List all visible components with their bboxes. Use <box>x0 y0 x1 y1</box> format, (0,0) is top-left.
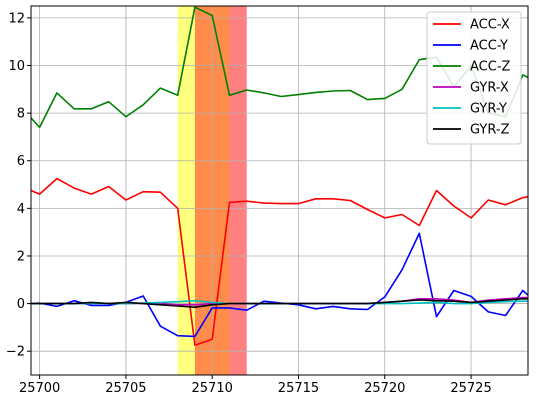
highlight-band-2 <box>229 6 247 375</box>
x-tick-label: 25720 <box>364 381 405 396</box>
legend-label-acc-x: ACC-X <box>470 18 510 33</box>
legend-label-acc-y: ACC-Y <box>470 39 508 54</box>
x-tick-label: 25715 <box>278 381 319 396</box>
highlight-band-0 <box>177 6 195 375</box>
x-tick-label: 25700 <box>19 381 60 396</box>
x-tick-label: 25725 <box>450 381 491 396</box>
x-tick-label: 25705 <box>105 381 146 396</box>
y-tick-label: 12 <box>8 11 25 26</box>
x-tick-label: 25710 <box>192 381 233 396</box>
y-tick-label: −2 <box>6 345 25 360</box>
plot-frame <box>30 5 529 376</box>
legend-label-gyr-z: GYR-Z <box>470 123 510 138</box>
series-line-gyr-z <box>31 297 528 309</box>
legend-label-gyr-y: GYR-Y <box>470 102 507 117</box>
y-axis-ticks: −2 0 2 4 6 8 10 12 <box>6 11 31 360</box>
y-tick-label: 10 <box>8 59 25 74</box>
legend-label-acc-z: ACC-Z <box>470 60 511 75</box>
legend: ACC-X ACC-Y ACC-Z GYR-X GYR-Y GYR-Z <box>426 11 522 145</box>
y-tick-label: 6 <box>17 154 25 169</box>
y-tick-label: 2 <box>17 249 25 264</box>
x-axis-ticks: 25700 25705 25710 25715 25720 25725 <box>19 375 492 396</box>
y-tick-label: 4 <box>17 202 25 217</box>
series-line-acc-x <box>31 177 528 347</box>
y-tick-label: 8 <box>17 107 25 122</box>
y-tick-label: 0 <box>17 297 25 312</box>
legend-label-gyr-x: GYR-X <box>470 81 509 96</box>
